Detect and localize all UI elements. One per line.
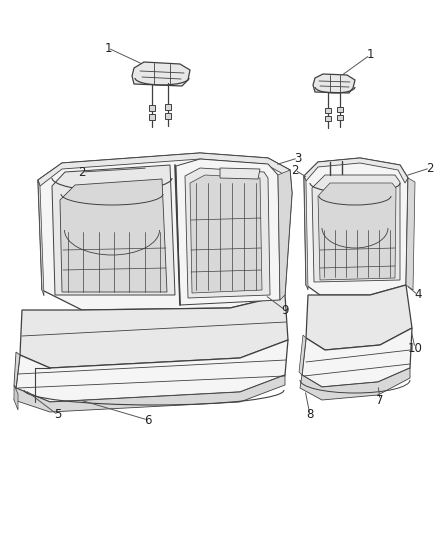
Polygon shape xyxy=(16,340,288,402)
Polygon shape xyxy=(190,175,262,293)
Polygon shape xyxy=(176,159,280,305)
Text: 2: 2 xyxy=(291,164,299,176)
Text: 3: 3 xyxy=(294,151,302,165)
Polygon shape xyxy=(60,179,167,292)
Polygon shape xyxy=(304,158,408,183)
Polygon shape xyxy=(38,180,44,296)
Polygon shape xyxy=(306,285,412,350)
Text: 1: 1 xyxy=(104,42,112,54)
Polygon shape xyxy=(132,62,190,86)
Text: 9: 9 xyxy=(281,303,289,317)
Polygon shape xyxy=(14,352,20,388)
Polygon shape xyxy=(313,74,355,93)
Polygon shape xyxy=(52,165,175,295)
Polygon shape xyxy=(337,107,343,112)
Polygon shape xyxy=(302,328,412,387)
Text: 2: 2 xyxy=(426,161,434,174)
Polygon shape xyxy=(165,113,171,119)
Polygon shape xyxy=(185,168,270,298)
Text: 6: 6 xyxy=(144,414,152,426)
Polygon shape xyxy=(14,385,18,410)
Text: 10: 10 xyxy=(408,342,422,354)
Polygon shape xyxy=(149,105,155,111)
Text: 8: 8 xyxy=(306,408,314,422)
Text: 4: 4 xyxy=(414,288,422,302)
Polygon shape xyxy=(300,368,410,400)
Polygon shape xyxy=(14,375,285,412)
Polygon shape xyxy=(165,104,171,110)
Polygon shape xyxy=(299,335,306,375)
Polygon shape xyxy=(406,178,415,290)
Polygon shape xyxy=(38,153,290,186)
Text: 7: 7 xyxy=(376,393,384,407)
Polygon shape xyxy=(325,108,331,113)
Polygon shape xyxy=(149,114,155,120)
Polygon shape xyxy=(38,153,292,310)
Polygon shape xyxy=(312,175,400,282)
Polygon shape xyxy=(278,170,292,300)
Polygon shape xyxy=(20,295,288,368)
Text: 1: 1 xyxy=(366,49,374,61)
Polygon shape xyxy=(304,176,308,290)
Text: 5: 5 xyxy=(54,408,62,422)
Text: 2: 2 xyxy=(78,166,86,179)
Polygon shape xyxy=(337,115,343,120)
Polygon shape xyxy=(325,116,331,121)
Polygon shape xyxy=(220,168,260,179)
Polygon shape xyxy=(318,183,396,280)
Polygon shape xyxy=(304,158,408,295)
